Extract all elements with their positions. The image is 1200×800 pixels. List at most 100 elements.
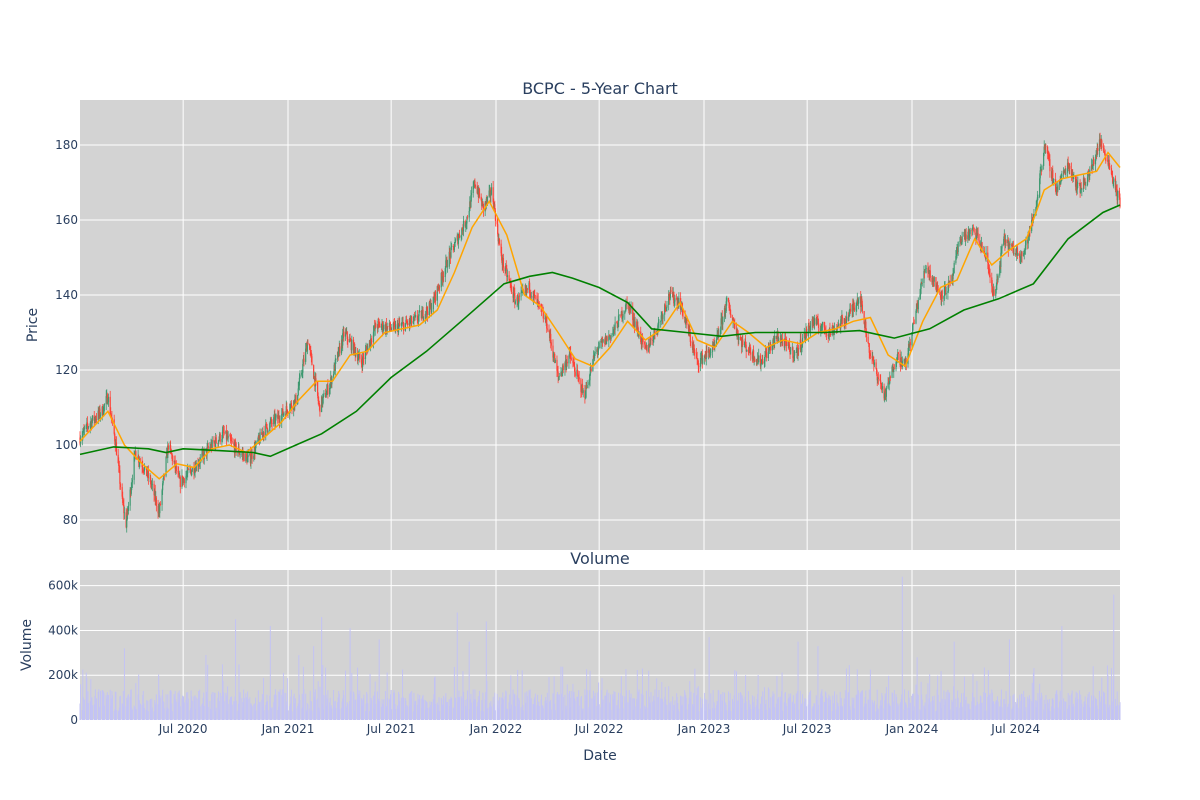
volume-bar (155, 694, 157, 720)
volume-bar (413, 692, 415, 720)
candle-up (1025, 239, 1027, 246)
candle-up (952, 273, 954, 280)
volume-bar (765, 703, 767, 720)
candle-up (1061, 174, 1063, 177)
candle-up (1081, 188, 1083, 190)
volume-bar (1041, 695, 1043, 720)
volume-bar (721, 711, 723, 720)
candle-up (674, 298, 676, 302)
volume-bar (783, 702, 785, 720)
candle-up (772, 339, 774, 345)
candle-up (325, 395, 327, 398)
candle-down (960, 239, 962, 244)
volume-bar (241, 707, 243, 720)
volume-bar (130, 690, 132, 720)
volume-bar (822, 695, 824, 720)
candle-up (760, 359, 763, 364)
volume-bar (1106, 665, 1108, 720)
volume-bar (960, 704, 962, 720)
volume-bar (273, 702, 275, 720)
candle-down (1049, 159, 1051, 172)
volume-bar (596, 692, 598, 720)
volume-bar (257, 690, 259, 720)
volume-bar (313, 691, 315, 720)
volume-bar (976, 680, 978, 720)
candle-down (315, 378, 317, 382)
volume-bar (694, 668, 696, 720)
volume-bar (459, 697, 461, 720)
candle-down (1093, 159, 1095, 165)
volume-bar (880, 705, 882, 720)
candle-up (1044, 146, 1046, 149)
volume-bar (943, 705, 945, 720)
volume-bar (658, 690, 660, 720)
volume-bar (576, 696, 578, 720)
volume-bar (289, 703, 291, 720)
volume-bar (700, 707, 702, 720)
volume-bar (598, 682, 600, 720)
candle-down (109, 396, 111, 414)
volume-bar (903, 709, 905, 720)
candle-down (871, 356, 873, 359)
volume-bar (1000, 689, 1002, 720)
volume-bar (508, 702, 510, 720)
candle-down (804, 332, 806, 341)
volume-bar (169, 691, 171, 720)
volume-bar (93, 704, 95, 720)
candle-up (1009, 244, 1011, 246)
candle-up (282, 413, 285, 415)
candle-down (574, 371, 576, 376)
volume-bar (90, 679, 92, 720)
candle-up (800, 347, 803, 350)
volume-bar (1001, 707, 1003, 720)
volume-bar (130, 689, 132, 720)
volume-bar (839, 691, 841, 720)
volume-bar (254, 710, 256, 720)
candle-down (438, 286, 441, 288)
candle-up (831, 327, 833, 336)
volume-bar (1011, 708, 1013, 720)
volume-bar (195, 708, 197, 720)
volume-bar (602, 702, 604, 720)
volume-bar (622, 695, 624, 720)
volume-bar (464, 699, 466, 720)
volume-bar (1004, 709, 1006, 720)
volume-bar (520, 707, 522, 720)
candle-down (987, 262, 989, 269)
volume-bar (892, 710, 894, 720)
candle-down (135, 451, 137, 459)
candle-down (792, 358, 795, 359)
candle-down (146, 475, 148, 477)
candle-up (281, 413, 283, 422)
candle-up (714, 344, 716, 346)
candle-down (766, 352, 768, 359)
volume-bar (1007, 703, 1009, 720)
volume-bar (201, 704, 203, 720)
volume-bar (757, 694, 759, 720)
volume-bar (684, 690, 686, 720)
volume-bar (732, 701, 734, 720)
candle-down (883, 386, 885, 399)
volume-bar (618, 692, 620, 720)
candle-up (746, 349, 748, 352)
candle-up (967, 235, 969, 240)
volume-bar (368, 711, 370, 720)
candle-up (1098, 139, 1101, 151)
volume-bar (888, 675, 890, 720)
chart-title: BCPC - 5-Year Chart (522, 79, 678, 98)
volume-bar (852, 704, 854, 720)
volume-bar (114, 709, 116, 720)
volume-bar (561, 693, 563, 720)
volume-bar (628, 690, 630, 720)
volume-bar (179, 706, 181, 720)
candle-up (162, 483, 164, 491)
volume-bar (803, 701, 805, 720)
candle-up (79, 440, 82, 444)
volume-bar (860, 693, 862, 720)
volume-bar (912, 693, 914, 720)
volume-bar (580, 697, 582, 720)
volume-bar (217, 697, 219, 720)
date-tick-label: Jan 2022 (469, 722, 523, 736)
price-tick-label: 160 (55, 213, 78, 227)
